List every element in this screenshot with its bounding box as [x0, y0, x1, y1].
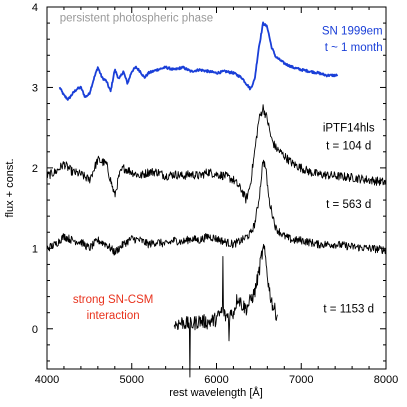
annotation-t104: t = 104 d — [326, 140, 371, 152]
annotations-group: persistent photospheric phase SN 1999em t … — [60, 12, 383, 322]
y-tick-label: 3 — [32, 82, 38, 94]
annotation-csm-2: interaction — [87, 310, 140, 322]
series-line-0 — [58, 21, 339, 101]
annotation-phase: persistent photospheric phase — [60, 12, 213, 24]
x-tick-label: 4000 — [35, 374, 59, 386]
axes-group: 4000 5000 6000 7000 8000 0 1 2 3 4 — [32, 2, 398, 386]
x-tick-label: 5000 — [120, 374, 144, 386]
x-tick-label: 6000 — [204, 374, 228, 386]
x-tick-label: 7000 — [289, 374, 313, 386]
annotation-t563: t = 563 d — [326, 199, 371, 211]
y-axis-title: flux + const. — [4, 158, 16, 217]
annotation-sn1999em-time: t ~ 1 month — [325, 42, 383, 54]
x-axis-title: rest wavelength [Å] — [169, 386, 263, 399]
series-line-1 — [46, 104, 387, 204]
annotation-iptf-name: iPTF14hls — [323, 123, 375, 135]
y-tick-label: 1 — [32, 243, 38, 255]
series-line-3 — [173, 243, 278, 378]
series-line-2 — [46, 159, 387, 256]
series-group — [46, 21, 387, 378]
annotation-t1153: t = 1153 d — [323, 304, 374, 316]
y-tick-label: 2 — [32, 163, 38, 175]
x-tick-label: 8000 — [374, 374, 398, 386]
annotation-csm-1: strong SN-CSM — [73, 294, 154, 306]
annotation-sn1999em-name: SN 1999em — [322, 25, 383, 37]
y-tick-label: 0 — [32, 324, 38, 336]
y-tick-label: 4 — [32, 2, 38, 14]
